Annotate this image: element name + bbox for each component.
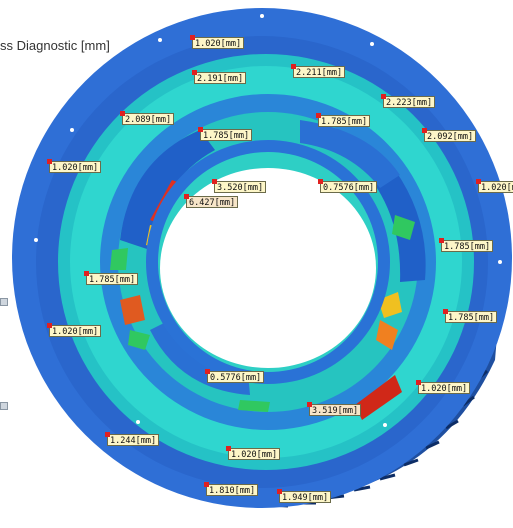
measurement-label[interactable]: 1.810[mm] [204, 482, 259, 496]
measurement-label[interactable]: 1.785[mm] [443, 309, 498, 323]
measurement-label[interactable]: 2.092[mm] [422, 128, 477, 142]
measurement-label[interactable]: 1.020[mm] [416, 380, 471, 394]
measurement-label[interactable]: 1.785[mm] [84, 271, 139, 285]
measurement-label[interactable]: 1.949[mm] [277, 489, 332, 503]
measurement-label[interactable]: 1.785[mm] [198, 127, 253, 141]
measurement-label[interactable]: 1.244[mm] [105, 432, 160, 446]
measurement-label[interactable]: 1.020[mm] [476, 179, 513, 193]
measurement-label[interactable]: 2.191[mm] [192, 70, 247, 84]
measurement-label[interactable]: 3.519[mm] [307, 402, 362, 416]
measurement-label[interactable]: 2.223[mm] [381, 94, 436, 108]
side-panel-handle[interactable] [0, 402, 8, 410]
measurement-label[interactable]: 6.427[mm] [184, 194, 239, 208]
measurement-label[interactable]: 2.211[mm] [291, 64, 346, 78]
measurement-label[interactable]: 0.5776[mm] [205, 369, 265, 383]
measurement-label[interactable]: 1.020[mm] [190, 35, 245, 49]
side-panel-handle[interactable] [0, 298, 8, 306]
measurement-label[interactable]: 2.089[mm] [120, 111, 175, 125]
measurement-label[interactable]: 0.7576[mm] [318, 179, 378, 193]
measurement-label[interactable]: 1.020[mm] [226, 446, 281, 460]
panel-title: ss Diagnostic [mm] [0, 38, 110, 53]
measurement-label[interactable]: 1.020[mm] [47, 323, 102, 337]
measurement-label[interactable]: 1.020[mm] [47, 159, 102, 173]
measurement-label[interactable]: 3.520[mm] [212, 179, 267, 193]
bore [160, 168, 376, 368]
measurement-label[interactable]: 1.785[mm] [439, 238, 494, 252]
measurement-label[interactable]: 1.785[mm] [316, 113, 371, 127]
